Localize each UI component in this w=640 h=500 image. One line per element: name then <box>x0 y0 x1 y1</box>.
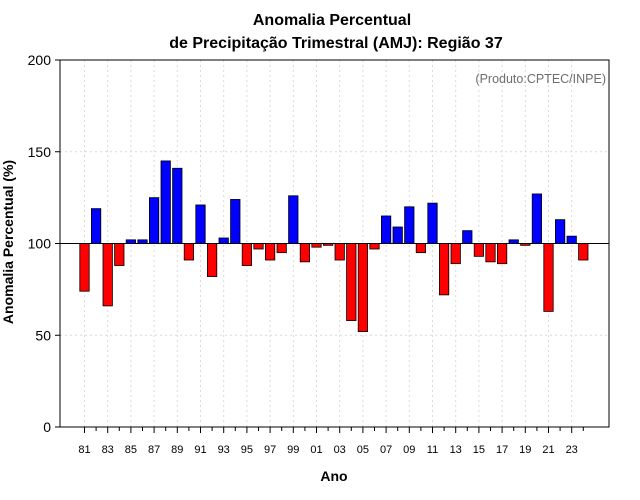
bar-91 <box>195 204 206 244</box>
bar-23 <box>566 235 577 244</box>
x-tick-label: 93 <box>218 444 230 456</box>
y-tick-label: 50 <box>35 327 51 343</box>
bar-01 <box>311 243 322 248</box>
bar-15 <box>473 243 485 257</box>
bar-07 <box>380 215 392 244</box>
x-tick-label: 17 <box>496 444 508 456</box>
x-tick-label: 01 <box>310 444 322 456</box>
x-tick-label: 81 <box>78 444 90 456</box>
chart-title-line2: de Precipitação Trimestral (AMJ): Região… <box>169 35 503 52</box>
x-tick-label: 03 <box>334 444 346 456</box>
x-tick-label: 15 <box>473 444 485 456</box>
bar-99 <box>288 195 299 244</box>
bar-82 <box>91 208 102 244</box>
x-axis: 81 83 85 87 89 91 93 95 97 99 01 03 05 07 09 11 13 15 17 19… <box>78 427 584 456</box>
bar-08 <box>392 226 403 244</box>
y-tick-label: 0 <box>43 419 51 435</box>
bar-88 <box>160 160 171 244</box>
bar-81 <box>79 243 90 292</box>
x-tick-label: 11 <box>427 444 438 456</box>
bar-03 <box>334 243 345 261</box>
x-tick-label: 95 <box>241 444 253 456</box>
bar-21 <box>543 243 554 312</box>
x-tick-label: 07 <box>380 444 392 456</box>
chart-title-line1: Anomalia Percentual <box>253 12 411 29</box>
x-tick-label: 91 <box>194 444 206 456</box>
bar-00 <box>299 243 311 263</box>
bar-13 <box>450 243 461 265</box>
y-axis-label: Anomalia Percentual (%) <box>0 160 16 324</box>
bar-96 <box>253 243 264 250</box>
x-tick-label: 21 <box>542 444 554 456</box>
y-tick-label: 150 <box>28 144 52 160</box>
y-tick-label: 100 <box>28 236 52 252</box>
x-tick-label: 99 <box>287 444 299 456</box>
bar-87 <box>148 197 160 244</box>
grid-lines <box>60 60 609 427</box>
bar-09 <box>404 206 415 244</box>
bar-18 <box>508 239 519 244</box>
bar-06 <box>369 243 380 250</box>
bar-20 <box>531 193 543 244</box>
x-tick-label: 87 <box>148 444 160 456</box>
bar-85 <box>125 239 136 244</box>
bar-16 <box>485 243 496 263</box>
bar-04 <box>346 243 357 321</box>
bar-86 <box>137 239 148 244</box>
bar-05 <box>357 243 369 332</box>
bar-12 <box>438 243 450 296</box>
bar-22 <box>555 219 566 244</box>
bar-series <box>79 160 589 332</box>
bar-94 <box>230 199 241 244</box>
bar-84 <box>114 243 125 266</box>
x-tick-label: 89 <box>171 444 183 456</box>
bar-92 <box>206 243 218 277</box>
bar-98 <box>276 243 287 254</box>
x-tick-label: 23 <box>566 444 578 456</box>
bar-97 <box>264 243 276 261</box>
bar-24 <box>578 243 589 261</box>
x-tick-label: 13 <box>450 444 462 456</box>
x-tick-label: 85 <box>125 444 137 456</box>
bar-93 <box>218 237 229 244</box>
bar-10 <box>415 243 427 254</box>
bar-17 <box>496 243 508 265</box>
bar-90 <box>183 243 194 261</box>
bar-95 <box>241 243 252 266</box>
y-axis: 0 50 100 150 200 <box>28 52 60 435</box>
bar-14 <box>462 230 473 244</box>
credit-label: (Produto:CPTEC/INPE) <box>475 72 606 86</box>
y-tick-label: 200 <box>28 52 52 68</box>
x-axis-label: Ano <box>320 468 347 484</box>
x-tick-label: 19 <box>519 444 531 456</box>
bar-83 <box>102 243 113 307</box>
x-tick-label: 83 <box>102 444 114 456</box>
bar-11 <box>427 202 438 244</box>
x-tick-label: 05 <box>357 444 369 456</box>
x-tick-label: 09 <box>403 444 415 456</box>
bar-89 <box>172 167 183 244</box>
x-tick-label: 97 <box>264 444 276 456</box>
